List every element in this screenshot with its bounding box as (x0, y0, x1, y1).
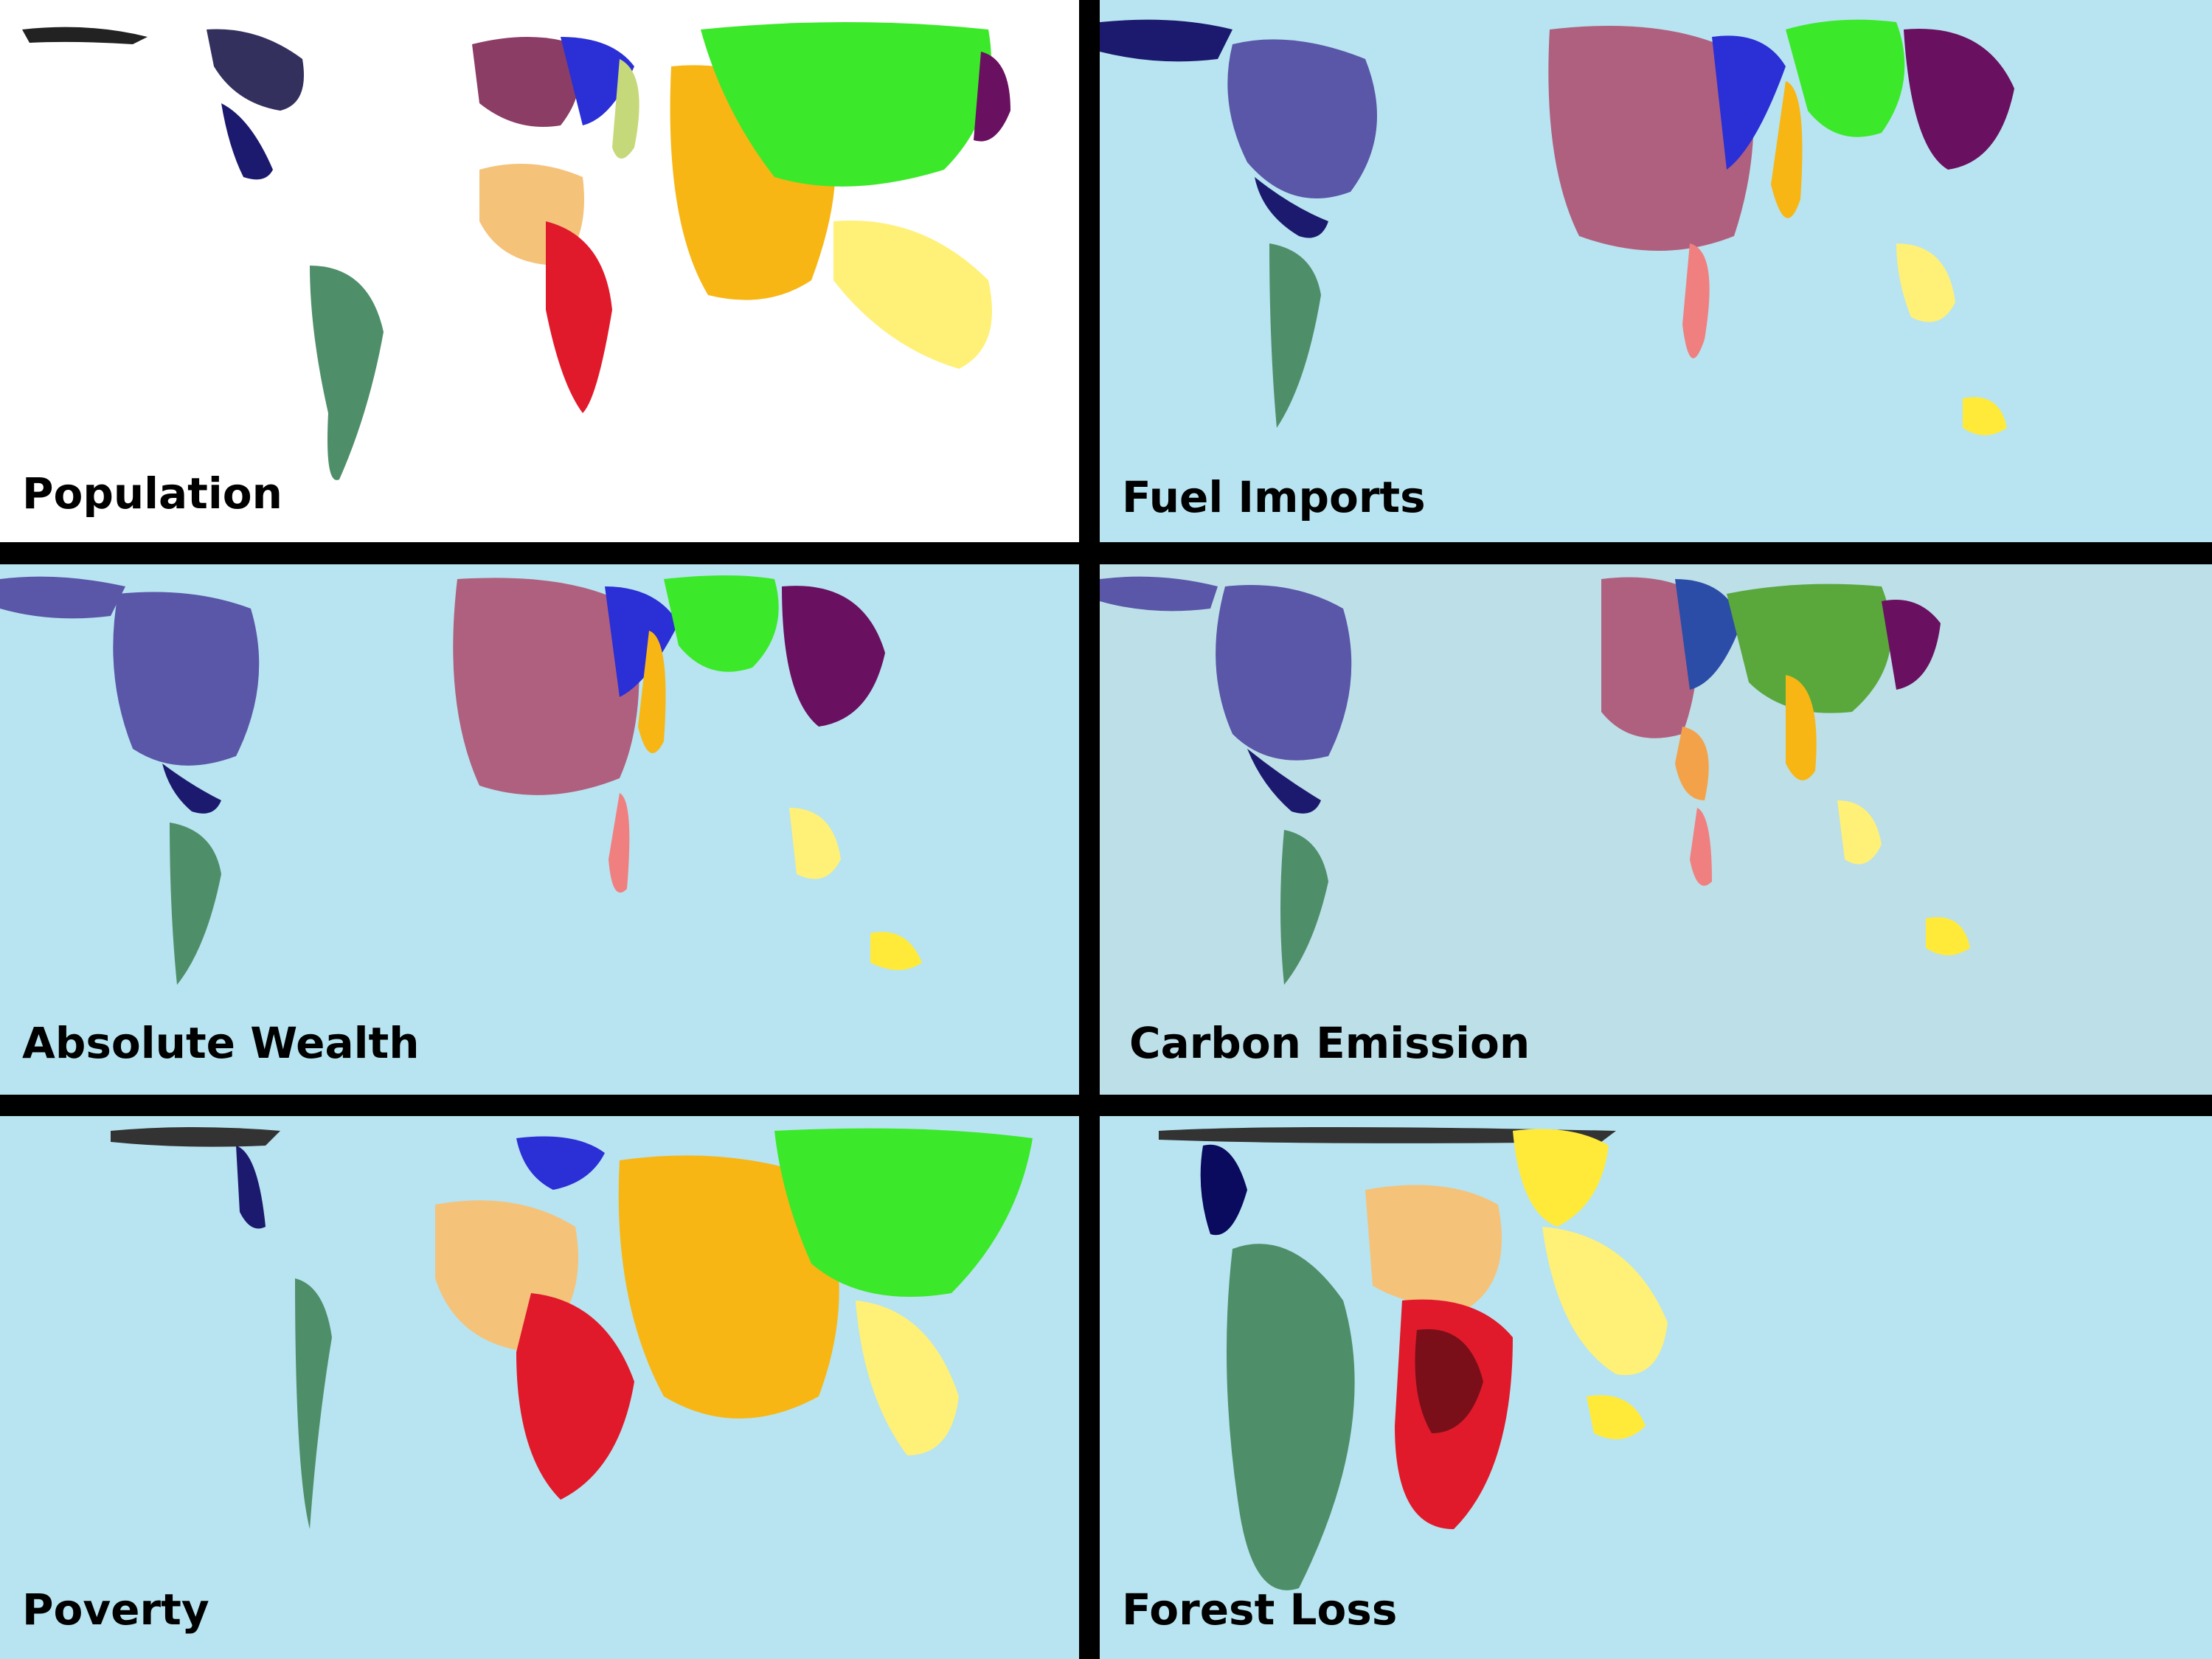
eastern-europe-shape (1712, 35, 1786, 170)
north-america-shape (113, 592, 260, 766)
south-america-shape (295, 1278, 332, 1529)
map-panel-population: Population (0, 0, 1079, 542)
southeast-asia-shape (789, 808, 841, 879)
australia-shape (1926, 917, 1970, 955)
map-panel-poverty: Poverty (0, 1116, 1079, 1659)
panel-title: Population (22, 468, 282, 519)
china-shape (774, 1128, 1033, 1297)
central-asia-shape (612, 59, 639, 159)
africa-shape (1682, 243, 1710, 359)
north-america-shape (1216, 585, 1352, 761)
panel-title: Fuel Imports (1122, 472, 1426, 522)
japan-shape (782, 586, 885, 727)
mexico-shape (221, 103, 273, 180)
south-america-shape (170, 822, 221, 985)
africa-shape (609, 793, 630, 893)
southeast-asia-shape (1837, 800, 1882, 865)
europe-shape (453, 578, 639, 795)
southeast-asia-shape (833, 221, 992, 369)
panel-title: Forest Loss (1122, 1584, 1398, 1635)
australia-shape (1963, 397, 2007, 435)
india-shape (1771, 81, 1803, 218)
population-cartogram (0, 0, 1079, 542)
panel-title: Poverty (22, 1584, 209, 1635)
africa-shape (1690, 808, 1712, 886)
map-panel-fuel-imports: Fuel Imports (1100, 0, 2212, 542)
map-panel-forest-loss: Forest Loss (1100, 1116, 2212, 1659)
south-america-shape (310, 266, 384, 480)
europe-shape (1548, 26, 1754, 251)
australia-shape (1587, 1395, 1646, 1439)
india-shape (1786, 675, 1817, 780)
china-shape (664, 575, 779, 672)
north-america-shape (236, 1146, 266, 1229)
arctic-outline (1100, 19, 1232, 62)
absolute-wealth-cartogram (0, 564, 1079, 1095)
eastern-europe-shape (561, 37, 634, 125)
china-shape (701, 22, 991, 187)
panel-title: Carbon Emission (1129, 1018, 1530, 1068)
north-america-shape (1227, 39, 1377, 199)
southeast-asia-shape (856, 1300, 959, 1455)
japan-shape (1882, 600, 1941, 690)
forest-loss-cartogram (1100, 1116, 2212, 1659)
eastern-europe-shape (1675, 579, 1741, 690)
eastern-europe-shape (516, 1136, 605, 1190)
south-america-shape (1269, 243, 1321, 428)
india-shape (638, 631, 666, 753)
china-shape (1727, 583, 1892, 713)
arctic-outline (1100, 576, 1218, 612)
congo-shape (1415, 1329, 1483, 1433)
middle-east-shape (1675, 727, 1709, 800)
mexico-shape (1255, 177, 1328, 238)
north-america-shape (1200, 1144, 1247, 1236)
poverty-cartogram (0, 1116, 1079, 1659)
arctic-outline (111, 1127, 280, 1147)
australia-shape (870, 932, 922, 970)
carbon-emission-cartogram (1100, 564, 2212, 1095)
europe-shape (472, 37, 580, 127)
map-panel-carbon-emission: Carbon Emission (1100, 564, 2212, 1095)
eastern-europe-shape (605, 586, 679, 697)
southeast-asia-north-shape (1513, 1129, 1609, 1227)
south-america-shape (1280, 830, 1328, 985)
central-africa-shape (516, 1293, 634, 1500)
europe-shape (1601, 577, 1699, 738)
north-america-shape (207, 29, 304, 111)
central-africa-shape (546, 221, 612, 413)
fuel-imports-cartogram (1100, 0, 2212, 542)
japan-shape (1904, 29, 2014, 170)
panel-title: Absolute Wealth (22, 1018, 420, 1068)
china-shape (1786, 19, 1905, 137)
india-shape (618, 1155, 839, 1419)
mexico-shape (162, 763, 221, 814)
arctic-outline (0, 576, 125, 619)
mexico-shape (1247, 749, 1321, 814)
southeast-asia-shape (1896, 243, 1955, 322)
japan-shape (974, 52, 1010, 142)
arctic-outline (22, 27, 148, 44)
southeast-asia-shape (1542, 1227, 1668, 1376)
arctic-outline (1159, 1127, 1616, 1143)
map-panel-absolute-wealth: Absolute Wealth (0, 564, 1079, 1095)
north-africa-shape (1365, 1185, 1502, 1308)
south-america-shape (1227, 1244, 1355, 1590)
